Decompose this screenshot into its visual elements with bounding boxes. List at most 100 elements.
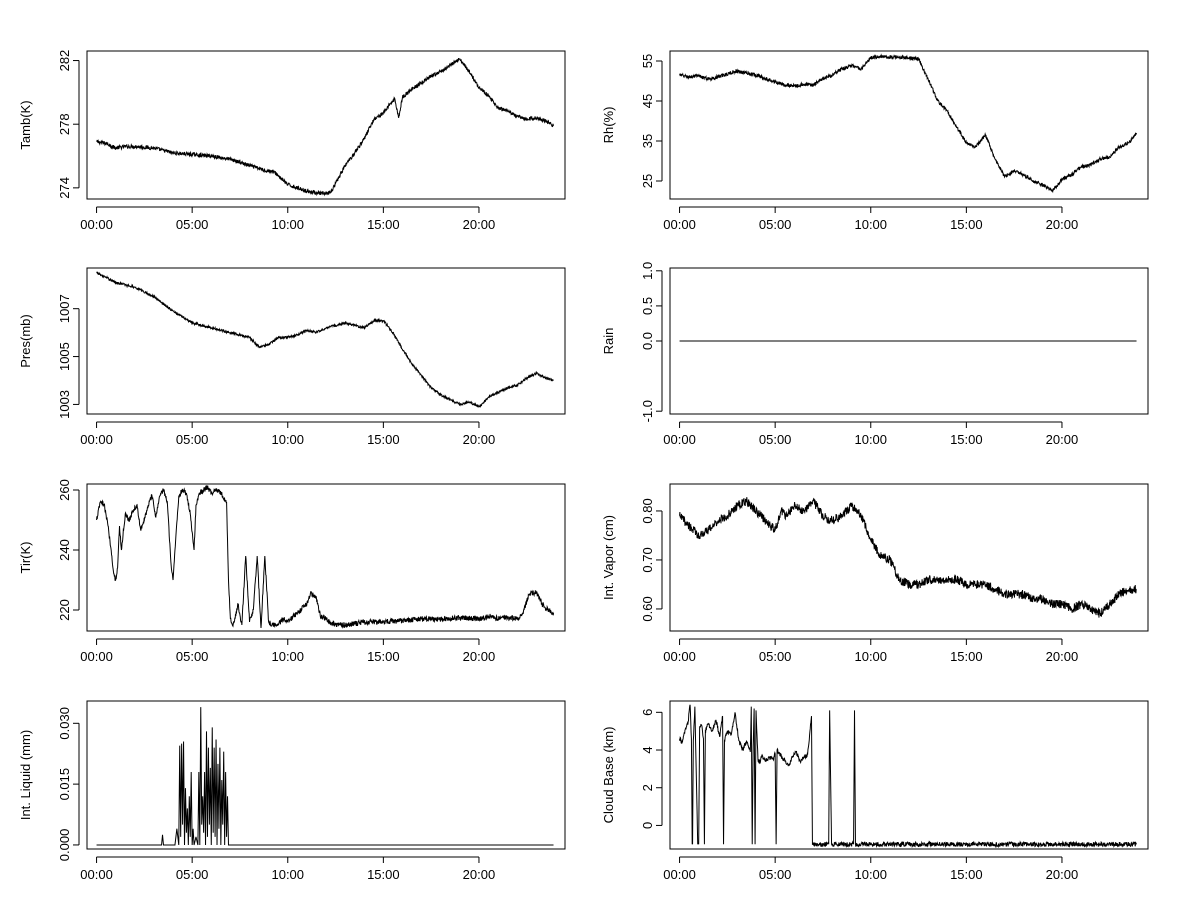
cloud-base-x-tick-label: 10:00 — [854, 867, 887, 882]
panels: 00:00 05:00 10:00 15:00 20:00 274 278 282 Tamb(K… — [18, 50, 1149, 882]
cloud-base-x-tick-label: 20:00 — [1046, 867, 1079, 882]
rain-y-tick-label: -1.0 — [640, 400, 655, 422]
rh-y-tick-label: 35 — [640, 134, 655, 148]
rh-y-tick-label: 45 — [640, 94, 655, 108]
int-vapor-x-tick-label: 05:00 — [759, 649, 792, 664]
tir-x-tick-label: 00:00 — [80, 649, 113, 664]
rh-x-tick-label: 00:00 — [663, 217, 696, 232]
cloud-base-y-axis-label: Cloud Base (km) — [601, 727, 616, 824]
rain-x-tick-label: 10:00 — [854, 432, 887, 447]
cloud-base-y-tick-label: 4 — [640, 746, 655, 753]
rh-x-tick-label: 10:00 — [854, 217, 887, 232]
cloud-base-plot-box — [669, 700, 1149, 850]
int-liquid-y-tick-label: 0.015 — [57, 768, 72, 801]
panel-rain: 00:00 05:00 10:00 15:00 20:00 -1.0 0.0 0.5 1.0 Ra… — [601, 262, 1149, 447]
rain-y-tick-label: 0.0 — [640, 332, 655, 350]
pres-y-tick-label: 1007 — [57, 294, 72, 323]
pres-series-line — [96, 271, 554, 408]
tamb-x-tick-label: 20:00 — [463, 217, 496, 232]
cloud-base-x-tick-label: 00:00 — [663, 867, 696, 882]
tamb-y-axis-label: Tamb(K) — [18, 100, 33, 149]
panel-int-liquid: 00:00 05:00 10:00 15:00 20:00 0.000 0.015 0.030… — [18, 700, 566, 882]
rain-x-tick-label: 05:00 — [759, 432, 792, 447]
int-vapor-x-tick-label: 10:00 — [854, 649, 887, 664]
cloud-base-y-tick-label: 0 — [640, 822, 655, 829]
rh-x-tick-label: 20:00 — [1046, 217, 1079, 232]
int-vapor-plot-box — [669, 483, 1149, 632]
int-vapor-x-tick-label: 15:00 — [950, 649, 983, 664]
pres-x-tick-label: 00:00 — [80, 432, 113, 447]
panel-rh: 00:00 05:00 10:00 15:00 20:00 25 35 45 55 Rh(%) — [601, 50, 1149, 232]
rh-plot-box — [669, 50, 1149, 200]
cloud-base-series-line — [679, 704, 1137, 849]
tir-x-tick-label: 20:00 — [463, 649, 496, 664]
tamb-y-tick-label: 282 — [57, 50, 72, 72]
tamb-x-tick-label: 15:00 — [367, 217, 400, 232]
int-liquid-x-tick-label: 15:00 — [367, 867, 400, 882]
rain-plot-box — [669, 267, 1149, 415]
cloud-base-y-tick-label: 6 — [640, 709, 655, 716]
pres-x-tick-label: 20:00 — [463, 432, 496, 447]
int-liquid-x-tick-label: 05:00 — [176, 867, 209, 882]
tamb-y-tick-label: 274 — [57, 177, 72, 199]
panel-int-vapor: 00:00 05:00 10:00 15:00 20:00 0.60 0.70 0.80 Int… — [601, 483, 1149, 664]
tamb-series-line — [96, 57, 555, 197]
rh-x-tick-label: 15:00 — [950, 217, 983, 232]
rh-y-axis-label: Rh(%) — [601, 107, 616, 144]
int-liquid-y-tick-label: 0.030 — [57, 707, 72, 740]
panel-tamb: 00:00 05:00 10:00 15:00 20:00 274 278 282 Tamb(K… — [18, 50, 566, 232]
int-vapor-y-axis-label: Int. Vapor (cm) — [601, 515, 616, 600]
tamb-x-tick-label: 00:00 — [80, 217, 113, 232]
cloud-base-x-tick-label: 05:00 — [759, 867, 792, 882]
cloud-base-y-tick-label: 2 — [640, 784, 655, 791]
int-vapor-y-tick-label: 0.80 — [640, 498, 655, 523]
rh-y-tick-label: 55 — [640, 54, 655, 68]
panel-pres: 00:00 05:00 10:00 15:00 20:00 1003 1005 1007 Pre… — [18, 267, 566, 447]
tamb-x-tick-label: 10:00 — [271, 217, 304, 232]
tamb-y-tick-label: 278 — [57, 113, 72, 135]
rain-y-axis-label: Rain — [601, 328, 616, 355]
int-vapor-x-tick-label: 00:00 — [663, 649, 696, 664]
tir-x-tick-label: 15:00 — [367, 649, 400, 664]
rh-series-line — [679, 53, 1137, 194]
tir-y-tick-label: 220 — [57, 599, 72, 621]
pres-x-tick-label: 10:00 — [271, 432, 304, 447]
rain-x-tick-label: 00:00 — [663, 432, 696, 447]
pres-y-tick-label: 1003 — [57, 390, 72, 419]
int-vapor-x-tick-label: 20:00 — [1046, 649, 1079, 664]
tir-x-tick-label: 05:00 — [176, 649, 209, 664]
rain-y-tick-label: 0.5 — [640, 297, 655, 315]
int-liquid-plot-box — [86, 700, 566, 850]
int-liquid-series-line — [96, 707, 554, 846]
int-liquid-x-tick-label: 00:00 — [80, 867, 113, 882]
rain-x-tick-label: 15:00 — [950, 432, 983, 447]
rain-x-tick-label: 20:00 — [1046, 432, 1079, 447]
pres-x-tick-label: 15:00 — [367, 432, 400, 447]
int-liquid-y-tick-label: 0.000 — [57, 829, 72, 862]
tir-x-tick-label: 10:00 — [271, 649, 304, 664]
int-liquid-x-tick-label: 10:00 — [271, 867, 304, 882]
tir-y-tick-label: 260 — [57, 479, 72, 501]
pres-y-tick-label: 1005 — [57, 342, 72, 371]
panel-tir: 00:00 05:00 10:00 15:00 20:00 220 240 260 Tir(K) — [18, 479, 566, 664]
rh-x-tick-label: 05:00 — [759, 217, 792, 232]
int-liquid-x-tick-label: 20:00 — [463, 867, 496, 882]
int-vapor-y-tick-label: 0.70 — [640, 547, 655, 572]
tir-plot-box — [86, 483, 566, 632]
panel-cloud-base: 00:00 05:00 10:00 15:00 20:00 0 2 4 6 Cloud Base … — [601, 700, 1149, 882]
pres-x-tick-label: 05:00 — [176, 432, 209, 447]
int-vapor-y-tick-label: 0.60 — [640, 596, 655, 621]
cloud-base-x-tick-label: 15:00 — [950, 867, 983, 882]
int-vapor-series-line — [679, 497, 1137, 618]
rh-y-tick-label: 25 — [640, 174, 655, 188]
tir-y-tick-label: 240 — [57, 539, 72, 561]
tir-y-axis-label: Tir(K) — [18, 541, 33, 573]
pres-y-axis-label: Pres(mb) — [18, 314, 33, 367]
int-liquid-y-axis-label: Int. Liquid (mm) — [18, 730, 33, 820]
tir-series-line — [96, 485, 555, 629]
tamb-x-tick-label: 05:00 — [176, 217, 209, 232]
tamb-plot-box — [86, 50, 566, 200]
pres-plot-box — [86, 267, 566, 415]
rain-y-tick-label: 1.0 — [640, 262, 655, 280]
